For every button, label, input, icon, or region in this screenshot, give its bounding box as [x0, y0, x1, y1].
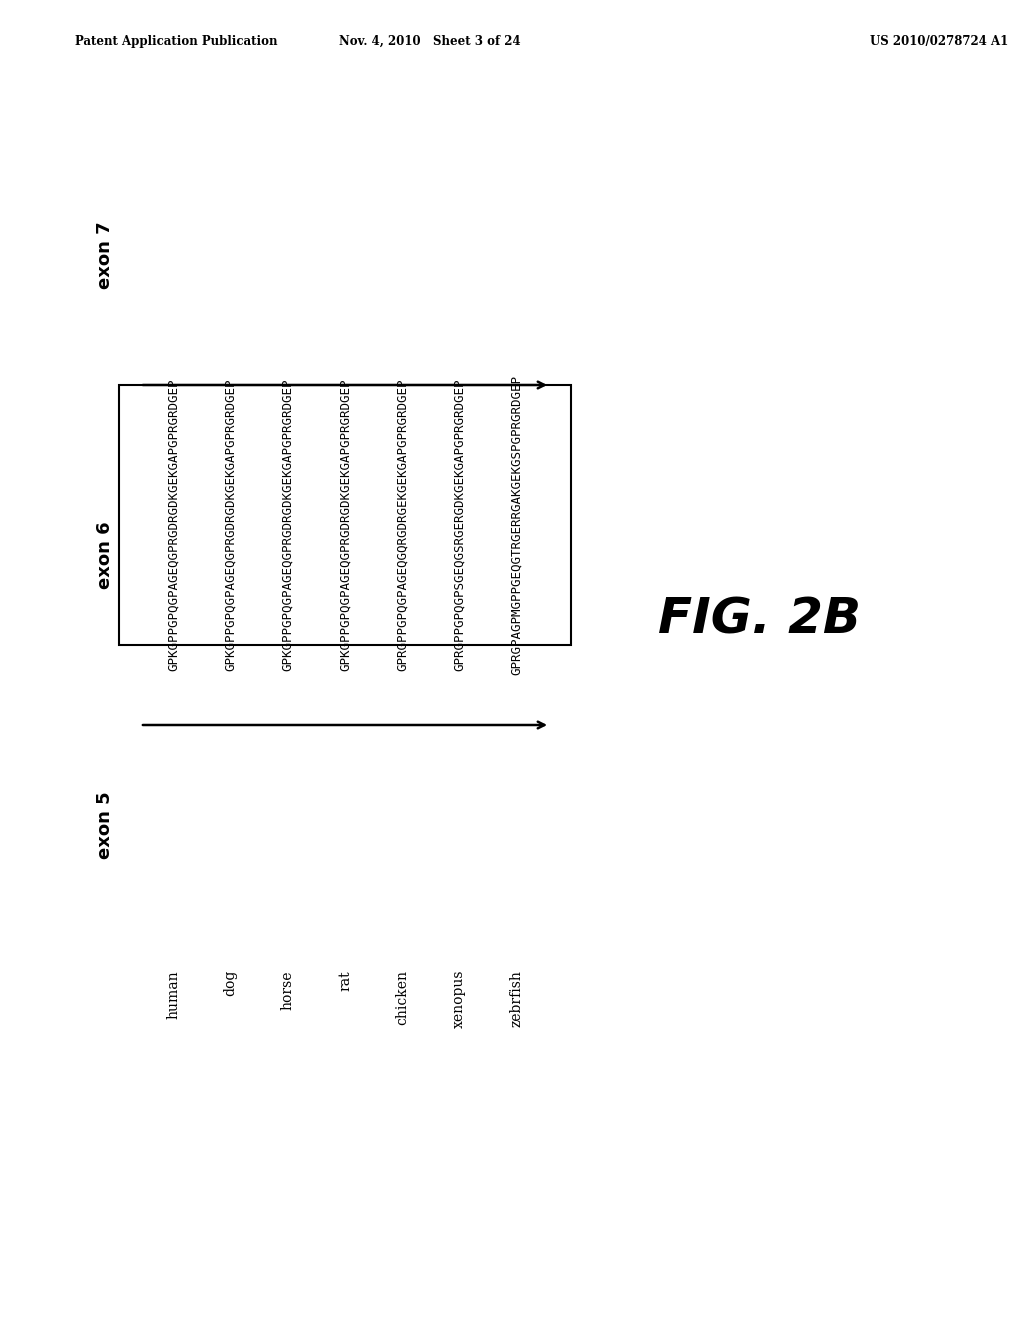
Text: GPKGPPGPQGPAGEQGPRGDRGDKGEKGAPGPRGRDGEP: GPKGPPGPQGPAGEQGPRGDRGDKGEKGAPGPRGRDGEP	[282, 379, 294, 672]
Bar	[119, 385, 570, 645]
Text: GPKGPPGPQGPAGEQGPRGDRGDKGEKGAPGPRGRDGEP: GPKGPPGPQGPAGEQGPRGDRGDKGEKGAPGPRGRDGEP	[339, 379, 351, 672]
Text: zebrfish: zebrfish	[509, 970, 523, 1027]
Text: GPKGPPGPQGPAGEQGPRGDRGDKGEKGAPGPRGRDGEP: GPKGPPGPQGPAGEQGPRGDRGDKGEKGAPGPRGRDGEP	[167, 379, 180, 672]
Text: rat: rat	[338, 970, 352, 990]
Text: exon 6: exon 6	[96, 521, 114, 589]
Text: chicken: chicken	[395, 970, 410, 1026]
Text: GPRGPPGPQGPAGEQGQRGDRGEKGEKGAPGPRGRDGEP: GPRGPPGPQGPAGEQGQRGDRGEKGEKGAPGPRGRDGEP	[395, 379, 409, 672]
Text: GPKGPPGPQGPAGEQGPRGDRGDKGEKGAPGPRGRDGEP: GPKGPPGPQGPAGEQGPRGDRGDKGEKGAPGPRGRDGEP	[224, 379, 238, 672]
Text: exon 7: exon 7	[96, 222, 114, 289]
Text: Nov. 4, 2010   Sheet 3 of 24: Nov. 4, 2010 Sheet 3 of 24	[339, 36, 521, 48]
Text: GPRGPAGPMGPPGEQGTRGERRGAKGEKGSPGPRGRDGEP: GPRGPAGPMGPPGEQGTRGERRGAKGEKGSPGPRGRDGEP	[510, 375, 523, 675]
Text: FIG. 2B: FIG. 2B	[658, 597, 861, 644]
Text: human: human	[167, 970, 180, 1019]
Text: dog: dog	[223, 970, 238, 997]
Text: exon 5: exon 5	[96, 791, 114, 859]
Text: GPRGPPGPQGPSGEQGSRGERGDKGEKGAPGPRGRDGEP: GPRGPPGPQGPSGEQGSRGERGDKGEKGAPGPRGRDGEP	[453, 379, 466, 672]
Text: US 2010/0278724 A1: US 2010/0278724 A1	[870, 36, 1009, 48]
Text: Patent Application Publication: Patent Application Publication	[75, 36, 278, 48]
Text: xenopus: xenopus	[453, 970, 466, 1028]
Text: horse: horse	[281, 970, 295, 1010]
